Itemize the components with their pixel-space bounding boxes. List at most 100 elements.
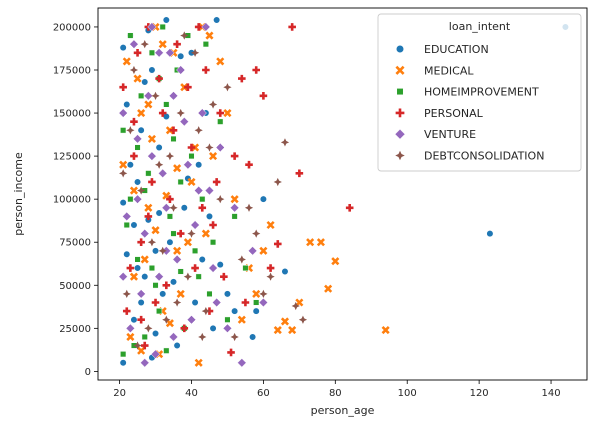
x-tick-label: 40 [185, 388, 198, 399]
data-point-education [282, 268, 289, 275]
data-point-education [120, 44, 127, 51]
y-tick-label: 125000 [53, 152, 91, 163]
data-point-education [141, 273, 148, 280]
data-point-homeimprovement [210, 239, 216, 245]
x-tick-label: 80 [329, 388, 342, 399]
legend-label-education: EDUCATION [424, 43, 489, 56]
data-point-homeimprovement [243, 265, 249, 271]
data-point-education [170, 279, 177, 286]
data-point-education [141, 79, 148, 86]
data-point-homeimprovement [128, 33, 134, 39]
data-point-homeimprovement [171, 136, 177, 142]
data-point-education [167, 239, 174, 246]
data-point-education [138, 299, 145, 306]
data-point-education [120, 359, 127, 366]
data-point-education [224, 291, 231, 298]
data-point-education [260, 196, 267, 203]
data-point-education [159, 291, 166, 298]
data-point-education [213, 17, 220, 24]
legend-marker-education [396, 45, 404, 53]
data-point-education [195, 161, 202, 168]
data-point-education [156, 210, 163, 217]
data-point-education [231, 308, 238, 315]
data-point-homeimprovement [149, 50, 155, 56]
data-point-education [163, 17, 170, 24]
data-point-education [217, 261, 224, 268]
x-axis-label: person_age [311, 404, 375, 417]
data-point-education [131, 222, 138, 229]
x-tick-label: 140 [541, 388, 560, 399]
data-point-homeimprovement [178, 179, 184, 185]
data-point-education [152, 248, 159, 255]
x-tick-label: 100 [398, 388, 417, 399]
legend-title: loan_intent [449, 20, 511, 33]
x-tick-label: 120 [470, 388, 489, 399]
x-tick-label: 60 [257, 388, 270, 399]
y-tick-label: 25000 [59, 324, 91, 335]
data-point-homeimprovement [189, 153, 195, 159]
data-point-education [134, 179, 141, 186]
y-tick-label: 0 [85, 367, 91, 378]
data-point-education [123, 251, 130, 258]
data-point-education [253, 308, 260, 315]
data-point-homeimprovement [207, 291, 213, 297]
data-point-homeimprovement [253, 300, 259, 306]
data-point-education [131, 316, 138, 323]
data-point-homeimprovement [167, 214, 173, 220]
data-point-homeimprovement [203, 41, 209, 47]
data-point-education [134, 265, 141, 272]
legend-label-personal: PERSONAL [424, 107, 484, 120]
y-axis-label: person_income [12, 152, 25, 236]
data-point-education [156, 144, 163, 151]
data-point-education [120, 199, 127, 206]
y-tick-label: 75000 [59, 238, 91, 249]
data-point-homeimprovement [171, 231, 177, 237]
data-point-education [123, 101, 130, 108]
legend-marker-homeimprovement [397, 88, 403, 94]
data-point-education [206, 213, 213, 220]
y-tick-label: 175000 [53, 66, 91, 77]
data-point-homeimprovement [156, 308, 162, 314]
legend: loan_intent EDUCATION MEDICAL HOMEIMPROVEM… [378, 14, 581, 171]
data-point-homeimprovement [232, 214, 238, 220]
y-tick-label: 150000 [53, 109, 91, 120]
data-point-homeimprovement [120, 351, 126, 357]
data-point-homeimprovement [178, 269, 184, 275]
data-point-homeimprovement [149, 265, 155, 271]
data-point-homeimprovement [146, 171, 152, 177]
data-point-education [181, 204, 188, 211]
data-point-education [249, 334, 256, 341]
data-point-homeimprovement [192, 248, 198, 254]
data-point-homeimprovement [217, 119, 223, 125]
data-point-homeimprovement [160, 24, 166, 30]
data-point-education [138, 127, 145, 134]
y-tick-label: 200000 [53, 22, 91, 33]
data-point-homeimprovement [164, 102, 170, 108]
data-point-homeimprovement [199, 196, 205, 202]
data-point-homeimprovement [120, 127, 126, 133]
legend-label-medical: MEDICAL [424, 64, 474, 77]
data-point-homeimprovement [196, 274, 202, 280]
data-point-homeimprovement [138, 93, 144, 99]
data-point-education [174, 342, 181, 349]
y-tick-label: 100000 [53, 195, 91, 206]
data-point-education [487, 230, 494, 237]
data-point-homeimprovement [135, 257, 141, 263]
data-point-education [192, 299, 199, 306]
data-point-education [199, 256, 206, 263]
y-tick-label: 50000 [59, 281, 91, 292]
data-point-homeimprovement [153, 282, 159, 288]
data-point-education [210, 325, 217, 332]
legend-label-venture: VENTURE [424, 128, 476, 141]
data-point-homeimprovement [128, 196, 134, 202]
legend-label-debtconsolidation: DEBTCONSOLIDATION [424, 150, 544, 163]
data-point-homeimprovement [135, 145, 141, 151]
data-point-education [149, 67, 156, 74]
data-point-homeimprovement [124, 222, 130, 228]
data-point-homeimprovement [164, 348, 170, 354]
legend-label-homeimprovement: HOMEIMPROVEMENT [424, 86, 539, 99]
data-point-homeimprovement [142, 334, 148, 340]
data-point-education [152, 330, 159, 337]
x-tick-label: 20 [113, 388, 126, 399]
